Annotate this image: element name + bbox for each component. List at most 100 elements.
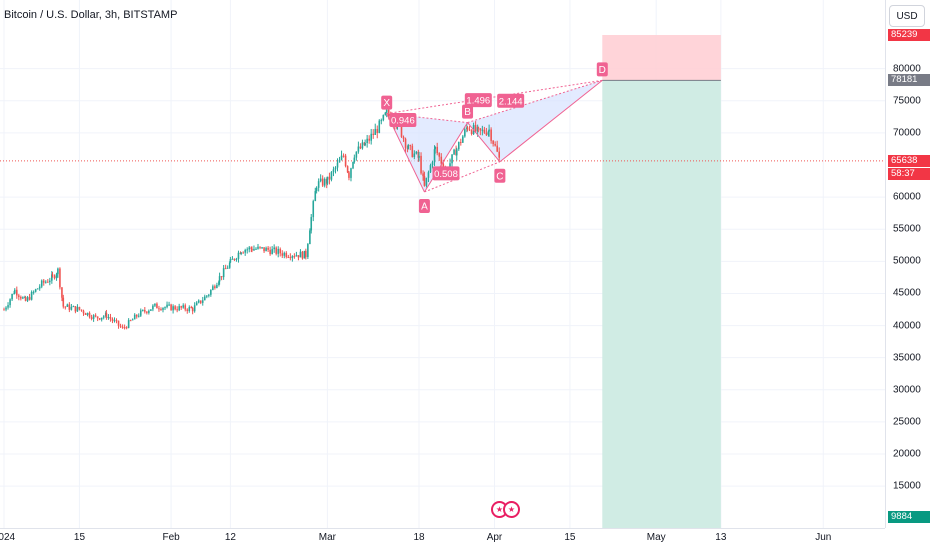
- candle-body: [407, 145, 410, 149]
- candle-body: [166, 304, 168, 308]
- candle-body: [498, 151, 501, 158]
- chart-plot-area[interactable]: X A B C D 0.946 0.508 1.496 2.144 Bitcoin / U.S.…: [0, 0, 885, 528]
- candle-body: [7, 305, 9, 308]
- candle-body: [366, 138, 368, 144]
- candle-body: [303, 250, 306, 259]
- candle-body: [384, 112, 387, 115]
- ratio-label[interactable]: 1.496: [466, 96, 490, 107]
- pattern-point-x-label[interactable]: X: [383, 98, 390, 109]
- pattern-point-b-label[interactable]: B: [464, 107, 471, 118]
- candle-body: [255, 248, 257, 250]
- ratio-badge[interactable]: [389, 113, 417, 128]
- candle-body: [210, 289, 212, 295]
- candle-body: [382, 114, 385, 121]
- candle-body: [115, 320, 118, 322]
- us-flag-event-icon[interactable]: ★: [503, 501, 520, 518]
- bd-ratio-line[interactable]: [467, 79, 603, 124]
- pattern-point-b-badge[interactable]: [462, 104, 474, 119]
- ratio-badge[interactable]: [464, 93, 492, 108]
- price-candles: [3, 105, 501, 330]
- candle-body: [98, 318, 101, 320]
- candle-body: [422, 173, 424, 177]
- stop-loss-zone[interactable]: [602, 35, 721, 81]
- cd-leg[interactable]: [499, 79, 603, 163]
- candle-body: [436, 146, 439, 154]
- chart-svg[interactable]: X A B C D 0.946 0.508 1.496 2.144: [0, 0, 885, 528]
- bcd-triangle: [467, 80, 603, 162]
- candle-body: [201, 300, 204, 303]
- ac-ratio-line[interactable]: [424, 161, 501, 193]
- candle-body: [457, 142, 460, 150]
- pattern-point-x-badge[interactable]: [381, 95, 393, 110]
- candle-body: [231, 258, 234, 260]
- pattern-point-a-label[interactable]: A: [421, 201, 428, 212]
- time-axis[interactable]: [0, 528, 885, 550]
- candle-body: [297, 255, 300, 258]
- candle-body: [257, 246, 259, 249]
- candle-body: [148, 310, 150, 313]
- symbol-title[interactable]: Bitcoin / U.S. Dollar, 3h, BITSTAMP: [4, 9, 178, 21]
- candle-body: [53, 275, 56, 279]
- time-tick-label: 15: [564, 532, 576, 543]
- ratio-label[interactable]: 0.508: [434, 169, 458, 180]
- price-tick-label: 50000: [893, 255, 921, 267]
- candle-body: [429, 165, 432, 173]
- position-zones[interactable]: [0, 35, 885, 528]
- candle-body: [228, 262, 231, 268]
- ratio-badge[interactable]: [432, 166, 460, 181]
- candle-body: [496, 145, 498, 152]
- candle-body: [488, 129, 490, 132]
- ratio-label[interactable]: 2.144: [499, 96, 523, 107]
- candle-body: [44, 281, 47, 283]
- candle-body: [62, 297, 65, 307]
- pattern-point-c-label[interactable]: C: [496, 171, 503, 182]
- candle-body: [61, 287, 63, 298]
- price-axis[interactable]: [885, 0, 932, 528]
- candle-body: [176, 309, 178, 311]
- candle-body: [431, 162, 434, 166]
- candle-body: [334, 167, 337, 170]
- last-price-badge: 65638: [888, 154, 930, 167]
- bc-leg[interactable]: [467, 122, 501, 163]
- ratio-label[interactable]: 0.946: [391, 116, 415, 127]
- time-tick-label: 15: [73, 532, 86, 543]
- candle-body: [466, 127, 469, 130]
- candle-body: [90, 317, 93, 319]
- candle-body: [180, 306, 182, 308]
- candle-body: [51, 274, 53, 281]
- candle-body: [70, 306, 73, 310]
- ratio-badge[interactable]: [497, 93, 525, 108]
- candle-body: [158, 308, 160, 310]
- candle-body: [86, 312, 89, 315]
- pattern-point-d-label[interactable]: D: [599, 65, 606, 76]
- candle-body: [267, 247, 269, 250]
- candle-body: [16, 289, 18, 296]
- economic-events[interactable]: ★ ★: [491, 501, 521, 521]
- candle-body: [355, 151, 358, 158]
- harmonic-pattern-labels[interactable]: X A B C D 0.946 0.508 1.496 2.144: [381, 62, 608, 213]
- candle-body: [88, 312, 91, 318]
- candle-body: [40, 280, 43, 287]
- candle-body: [364, 143, 366, 146]
- candle-body: [131, 319, 134, 321]
- pattern-point-c-badge[interactable]: [494, 168, 506, 183]
- pattern-point-d-badge[interactable]: [596, 62, 608, 77]
- currency-button[interactable]: USD: [889, 5, 925, 27]
- price-tick-label: 80000: [893, 63, 921, 75]
- candle-body: [107, 316, 110, 318]
- candle-body: [205, 295, 208, 297]
- candle-body: [378, 120, 381, 133]
- xd-ratio-line[interactable]: [386, 79, 603, 115]
- candle-body: [451, 154, 453, 164]
- time-tick-label: 12: [224, 532, 236, 543]
- candle-body: [226, 267, 229, 269]
- pattern-point-a-badge[interactable]: [418, 198, 430, 213]
- time-tick-label: 2024: [0, 532, 16, 543]
- ab-leg[interactable]: [423, 122, 468, 193]
- take-profit-zone[interactable]: [602, 80, 721, 528]
- candle-body: [135, 314, 138, 317]
- candle-body: [453, 149, 455, 155]
- candle-body: [261, 247, 263, 249]
- candle-body: [315, 187, 318, 192]
- candle-body: [400, 125, 403, 137]
